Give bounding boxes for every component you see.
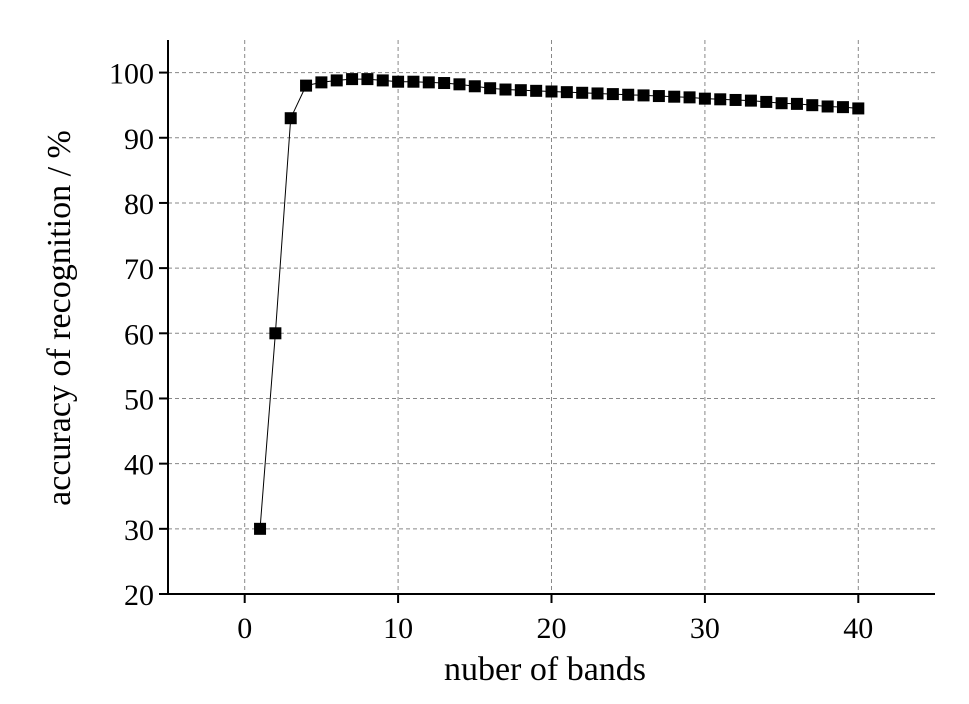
point — [576, 86, 589, 99]
point — [422, 76, 435, 89]
point — [622, 88, 635, 101]
point — [254, 522, 267, 535]
y-tick-label: 40 — [124, 449, 154, 482]
point — [438, 77, 451, 90]
point — [683, 91, 696, 104]
point — [591, 87, 604, 100]
point — [530, 84, 543, 97]
point — [852, 102, 865, 115]
point — [744, 94, 757, 107]
point — [361, 73, 374, 86]
x-tick-label: 30 — [690, 612, 720, 645]
point — [821, 100, 834, 113]
point — [300, 79, 313, 92]
x-axis-title: nuber of bands — [444, 651, 646, 688]
point — [729, 93, 742, 106]
point — [453, 78, 466, 91]
point — [346, 73, 359, 86]
point — [637, 89, 650, 102]
point — [760, 95, 773, 108]
point — [284, 112, 297, 125]
point — [484, 82, 497, 95]
point — [330, 74, 343, 87]
point — [698, 92, 711, 105]
point — [269, 327, 282, 340]
x-tick-label: 0 — [237, 612, 252, 645]
point — [376, 74, 389, 87]
point — [775, 97, 788, 110]
x-tick-label: 40 — [843, 612, 873, 645]
point — [806, 99, 819, 112]
point — [606, 88, 619, 101]
x-tick-label: 10 — [383, 612, 413, 645]
point — [407, 75, 420, 88]
y-axis-title: accuracy of recognition / % — [41, 130, 78, 506]
point — [790, 97, 803, 110]
point — [499, 83, 512, 96]
y-tick-label: 90 — [124, 123, 154, 156]
series-line — [259, 78, 859, 529]
y-tick-label: 50 — [124, 383, 154, 416]
y-tick-label: 20 — [124, 579, 154, 612]
point — [392, 75, 405, 88]
y-tick-label: 30 — [124, 514, 154, 547]
point — [315, 76, 328, 89]
y-tick-label: 80 — [124, 188, 154, 221]
point — [514, 84, 527, 97]
point — [560, 86, 573, 99]
y-tick-label: 60 — [124, 318, 154, 351]
point — [714, 93, 727, 106]
y-tick-label: 100 — [109, 58, 154, 91]
point — [468, 80, 481, 93]
point — [652, 90, 665, 103]
point — [668, 90, 681, 103]
y-tick-label: 70 — [124, 253, 154, 286]
point — [545, 85, 558, 98]
x-tick-label: 20 — [537, 612, 567, 645]
point — [836, 101, 849, 114]
